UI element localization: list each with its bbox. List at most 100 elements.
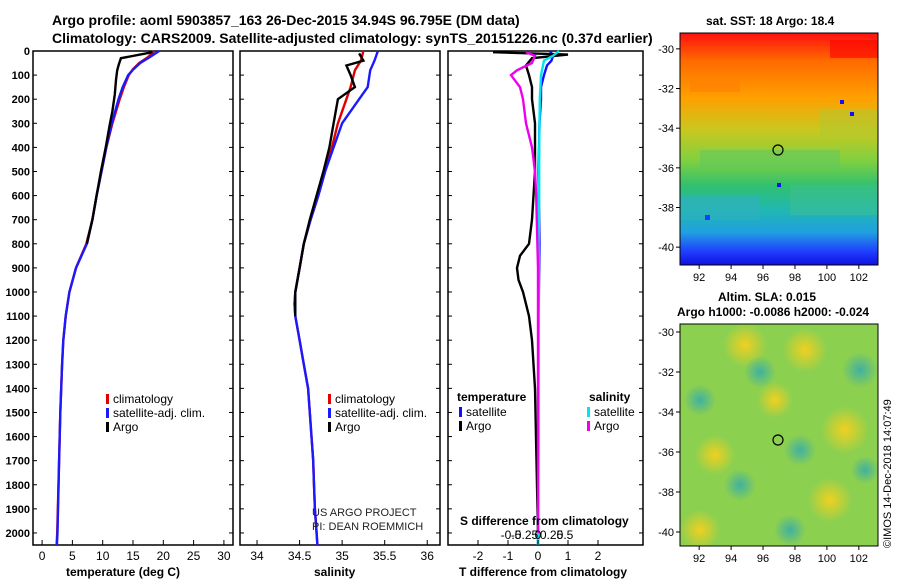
s-diff-tick-label: 0.5 xyxy=(557,528,574,542)
series-line-satellite-adj-clim- xyxy=(293,50,380,546)
legend-swatch xyxy=(587,407,590,417)
depth-tick-label: 1000 xyxy=(6,287,30,299)
depth-axis: 0 100 200 300 400 500 600 700 800 900 1000 1100 1200… xyxy=(6,46,643,540)
map-lon-label: 98 xyxy=(789,553,801,565)
s-diff-tick-label: -0.25 xyxy=(511,528,539,542)
series-line-argo xyxy=(294,52,366,317)
legend-swatch xyxy=(106,408,109,418)
temperature-tick-label: 20 xyxy=(157,549,171,563)
series-line-argo-temperature- xyxy=(492,51,569,534)
difference-panel: -2 -1 0 1 2 T difference from climatology S … xyxy=(447,50,644,579)
salinity-tick-label: 36 xyxy=(421,549,435,563)
legend-label: Argo xyxy=(466,419,492,433)
temperature-tick-label: 10 xyxy=(96,549,110,563)
series-line-climatology xyxy=(293,50,365,546)
depth-tick-label: 2000 xyxy=(6,528,30,540)
s-diff-tick-label: 0 xyxy=(535,528,542,542)
temperature-tick-label: 30 xyxy=(217,549,231,563)
depth-tick-label: 800 xyxy=(12,239,30,251)
difference-plot-frame xyxy=(447,50,644,546)
depth-tick-label: 600 xyxy=(12,191,30,203)
map-lat-label: -30 xyxy=(658,327,674,339)
salinity-tick-label: 34.5 xyxy=(288,549,312,563)
map-lat-label: -32 xyxy=(658,367,674,379)
argo-position-marker xyxy=(772,144,784,156)
diff-legend-left-title: temperature xyxy=(457,390,527,404)
depth-tick-label: 900 xyxy=(12,263,30,275)
depth-tick-label: 100 xyxy=(12,70,30,82)
credit-pi: PI: DEAN ROEMMICH xyxy=(312,521,423,533)
map-lon-label: 94 xyxy=(725,553,737,565)
map-lon-label: 102 xyxy=(850,553,868,565)
map-lon-label: 100 xyxy=(818,553,836,565)
sla-map-image xyxy=(680,324,878,546)
credit-project: US ARGO PROJECT xyxy=(312,507,417,519)
header-line-2: Climatology: CARS2009. Satellite-adjuste… xyxy=(52,30,653,46)
temperature-tick-label: 0 xyxy=(39,549,46,563)
legend-swatch xyxy=(587,421,590,431)
legend-label: satellite xyxy=(594,405,635,419)
series-line-climatology xyxy=(55,50,156,546)
s-diff-tick-label: 0.25 xyxy=(540,528,564,542)
sst-map-image xyxy=(680,33,878,265)
map-lat-label: -34 xyxy=(658,123,674,135)
map-lon-label: 92 xyxy=(693,272,705,284)
difference-xlabel: T difference from climatology xyxy=(459,565,627,579)
salinity-tick-label: 35.5 xyxy=(373,549,397,563)
argo-position-marker-sla xyxy=(772,434,784,446)
header-line-1: Argo profile: aoml 5903857_163 26-Dec-20… xyxy=(52,12,520,28)
series-line-argo-salinity- xyxy=(509,51,540,533)
sla-map-frame xyxy=(679,323,879,547)
depth-tick-label: 1500 xyxy=(6,407,30,419)
s-diff-tick-label: -0.5 xyxy=(501,528,522,542)
salinity-xlabel: salinity xyxy=(314,565,356,579)
temperature-tick-label: 15 xyxy=(126,549,140,563)
map-lon-label: 102 xyxy=(850,272,868,284)
depth-tick-label: 1300 xyxy=(6,359,30,371)
legend-swatch xyxy=(106,394,109,404)
legend-swatch xyxy=(459,407,462,417)
legend-label: climatology xyxy=(113,392,173,406)
depth-tick-label: 400 xyxy=(12,142,30,154)
depth-tick-label: 500 xyxy=(12,166,30,178)
sst-map-panel: sat. SST: 18 Argo: 18.4 -30 -32 -34 -36 -38 -… xyxy=(658,14,879,284)
depth-tick-label: 1900 xyxy=(6,504,30,516)
salinity-tick-label: 35 xyxy=(335,549,349,563)
salinity-panel: 34 34.5 35 35.5 36 salinity climatologysatel… xyxy=(239,50,441,579)
legend-swatch xyxy=(328,422,331,432)
depth-tick-label: 1600 xyxy=(6,432,30,444)
temperature-tick-label: 25 xyxy=(187,549,201,563)
imos-stamp: ©IMOS 14-Dec-2018 14:07:49 xyxy=(882,399,894,548)
temperature-tick-label: 5 xyxy=(69,549,76,563)
legend-swatch xyxy=(106,422,109,432)
s-difference-label: S difference from climatology xyxy=(460,514,629,528)
map-lon-label: 100 xyxy=(818,272,836,284)
sla-map-subtitle: Argo h1000: -0.0086 h2000: -0.024 xyxy=(677,305,869,319)
t-diff-tick-label: 2 xyxy=(595,549,602,563)
t-diff-tick-label: -2 xyxy=(473,549,484,563)
salinity-plot-frame xyxy=(239,50,441,546)
depth-tick-label: 700 xyxy=(12,215,30,227)
map-lat-label: -38 xyxy=(658,202,674,214)
temperature-plot-frame xyxy=(32,50,234,546)
depth-tick-label: 1100 xyxy=(6,311,30,323)
legend-label: climatology xyxy=(335,392,395,406)
map-lat-label: -30 xyxy=(658,44,674,56)
legend-label: satellite-adj. clim. xyxy=(113,406,205,420)
legend-label: Argo xyxy=(594,419,620,433)
depth-tick-label: 1200 xyxy=(6,335,30,347)
sla-map-panel: Altim. SLA: 0.015 Argo h1000: -0.0086 h2… xyxy=(658,290,879,565)
depth-tick-label: 1400 xyxy=(6,383,30,395)
depth-tick-label: 1700 xyxy=(6,456,30,468)
legend-label: satellite-adj. clim. xyxy=(335,406,427,420)
sst-map-frame xyxy=(679,32,879,266)
temperature-xlabel: temperature (deg C) xyxy=(66,565,180,579)
depth-tick-label: 0 xyxy=(24,46,30,58)
t-diff-tick-label: 0 xyxy=(535,549,542,563)
map-lat-label: -32 xyxy=(658,84,674,96)
map-lat-label: -40 xyxy=(658,527,674,539)
map-lat-label: -36 xyxy=(658,447,674,459)
diff-legend-right-title: salinity xyxy=(589,390,631,404)
map-lat-label: -34 xyxy=(658,407,674,419)
